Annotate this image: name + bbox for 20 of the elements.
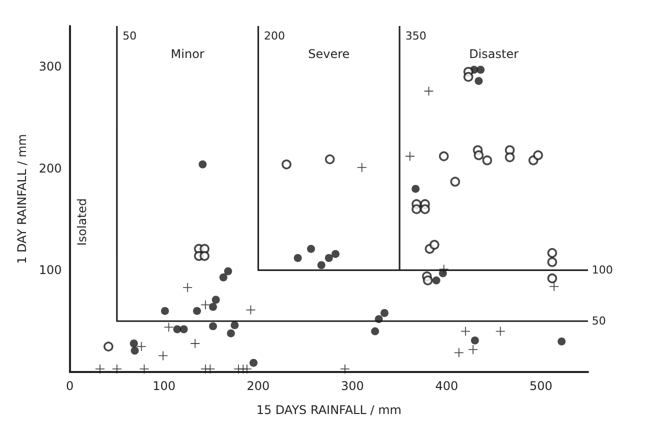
x-axis-title: 15 DAYS RAINFALL / mm [256, 403, 402, 417]
annotation: Minor [170, 47, 204, 61]
annotation: 50 [592, 314, 606, 328]
annotation: 350 [405, 30, 426, 43]
x-tick-label: 300 [341, 379, 364, 393]
annotation: 100 [592, 264, 613, 277]
annotation: Disaster [469, 47, 519, 61]
y-tick-label: 200 [38, 161, 62, 176]
y-tick-label: 300 [38, 60, 62, 74]
x-tick-label: 500 [529, 379, 552, 393]
annotation: Severe [308, 47, 350, 61]
x-tick-label: 100 [152, 379, 176, 393]
y-tick-label: 100 [38, 263, 62, 278]
annotation: 200 [264, 30, 286, 43]
y-axis-title: 1 DAY RAINFALL / mm [15, 134, 29, 264]
annotation: Isolated [74, 198, 89, 246]
x-tick-label: 200 [246, 379, 270, 393]
x-tick-label: 0 [66, 379, 74, 393]
annotation: 50 [122, 30, 137, 43]
x-tick-label: 400 [435, 379, 458, 393]
